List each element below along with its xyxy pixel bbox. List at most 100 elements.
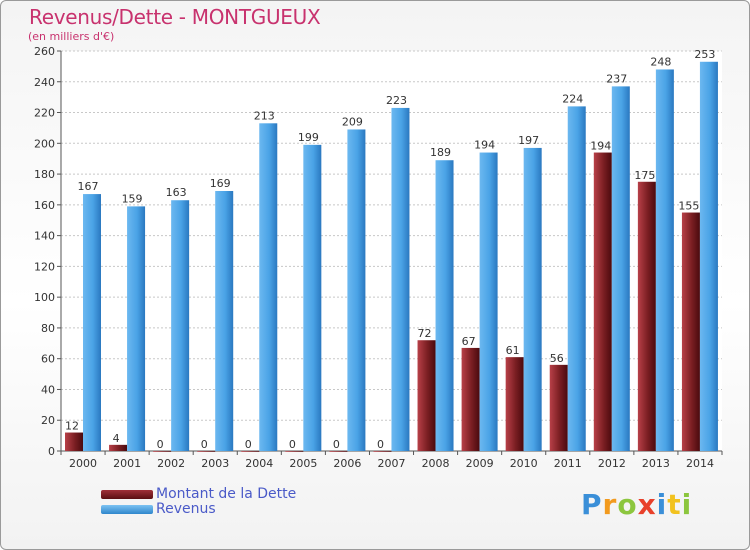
chart-title: Revenus/Dette - MONTGUEUX	[29, 5, 321, 29]
data-label-dette: 61	[506, 344, 520, 357]
bar-dette	[197, 451, 216, 452]
bar-revenus	[127, 206, 146, 451]
data-label-dette: 0	[245, 438, 252, 451]
bar-dette	[417, 340, 436, 451]
proxiti-logo: Proxiti	[581, 488, 692, 521]
logo-letter: i	[681, 488, 693, 521]
chart-subtitle: (en milliers d'€)	[28, 30, 115, 43]
bar-revenus	[215, 191, 234, 451]
data-label-revenus: 248	[650, 55, 671, 68]
x-tick-label: 2008	[422, 457, 450, 470]
data-label-revenus: 213	[254, 109, 275, 122]
data-label-revenus: 159	[122, 192, 143, 205]
bar-revenus	[435, 160, 454, 451]
y-tick-label: 160	[34, 199, 55, 212]
y-tick-label: 0	[48, 445, 55, 458]
bar-dette	[549, 364, 568, 451]
bar-revenus	[567, 106, 586, 451]
data-label-revenus: 253	[694, 48, 715, 61]
y-tick-label: 200	[34, 137, 55, 150]
logo-letter: P	[581, 488, 603, 521]
bar-revenus	[611, 86, 630, 451]
y-tick-label: 140	[34, 230, 55, 243]
bar-dette	[329, 451, 348, 452]
data-label-dette: 4	[113, 432, 120, 445]
data-label-dette: 56	[550, 352, 564, 365]
x-tick-label: 2012	[598, 457, 626, 470]
data-label-revenus: 167	[78, 180, 99, 193]
x-tick-label: 2006	[333, 457, 361, 470]
data-label-revenus: 189	[430, 146, 451, 159]
data-label-revenus: 209	[342, 115, 363, 128]
logo-letter: i	[656, 488, 668, 521]
logo-letter: o	[617, 488, 638, 521]
y-tick-label: 180	[34, 168, 55, 181]
bar-revenus	[171, 200, 190, 451]
y-tick-label: 100	[34, 291, 55, 304]
bar-revenus	[303, 144, 322, 451]
data-label-dette: 0	[377, 438, 384, 451]
x-tick-label: 2013	[642, 457, 670, 470]
bar-dette	[153, 451, 172, 452]
data-label-dette: 67	[462, 335, 476, 348]
bar-dette	[285, 451, 304, 452]
x-tick-label: 2002	[157, 457, 185, 470]
y-tick-label: 60	[41, 353, 55, 366]
data-label-revenus: 169	[210, 177, 231, 190]
data-label-dette: 0	[289, 438, 296, 451]
bar-revenus	[391, 107, 410, 451]
data-label-dette: 0	[201, 438, 208, 451]
bar-dette	[461, 347, 480, 451]
data-label-dette: 12	[65, 420, 79, 433]
x-tick-label: 2004	[245, 457, 273, 470]
bar-dette	[637, 181, 656, 451]
y-tick-label: 260	[34, 45, 55, 58]
data-label-dette: 194	[590, 140, 611, 153]
y-tick-label: 240	[34, 76, 55, 89]
x-tick-label: 2011	[554, 457, 582, 470]
data-label-revenus: 237	[606, 72, 627, 85]
bar-revenus	[523, 147, 542, 451]
y-tick-label: 20	[41, 414, 55, 427]
x-tick-label: 2005	[289, 457, 317, 470]
y-tick-label: 80	[41, 322, 55, 335]
bar-revenus	[479, 152, 498, 452]
x-tick-label: 2000	[69, 457, 97, 470]
legend-swatch-revenus	[101, 505, 153, 514]
x-tick-label: 2007	[378, 457, 406, 470]
data-label-revenus: 224	[562, 92, 583, 105]
bar-dette	[505, 357, 524, 451]
data-label-revenus: 199	[298, 131, 319, 144]
data-label-revenus: 197	[518, 134, 539, 147]
data-label-revenus: 194	[474, 139, 495, 152]
data-label-revenus: 223	[386, 94, 407, 107]
logo-letter: r	[602, 488, 618, 521]
legend-swatch-dette	[101, 490, 153, 499]
data-label-dette: 0	[157, 438, 164, 451]
data-label-dette: 175	[634, 169, 655, 182]
bar-revenus	[699, 61, 718, 452]
logo-letter: t	[667, 488, 682, 521]
bar-dette	[373, 451, 392, 452]
bar-dette	[109, 444, 128, 451]
bar-dette	[241, 451, 260, 452]
bar-dette	[593, 152, 612, 452]
y-tick-label: 120	[34, 260, 55, 273]
bar-revenus	[655, 69, 674, 451]
data-label-dette: 155	[678, 200, 699, 213]
legend-label-dette: Montant de la Dette	[156, 486, 297, 502]
x-tick-label: 2014	[686, 457, 714, 470]
bar-revenus	[259, 123, 278, 452]
x-tick-label: 2009	[466, 457, 494, 470]
bar-revenus	[347, 129, 366, 451]
data-label-dette: 72	[418, 327, 432, 340]
logo-letter: x	[637, 488, 657, 521]
data-label-dette: 0	[333, 438, 340, 451]
legend-label-revenus: Revenus	[156, 501, 216, 517]
x-tick-label: 2001	[113, 457, 141, 470]
data-label-revenus: 163	[166, 186, 187, 199]
x-tick-label: 2003	[201, 457, 229, 470]
bar-dette	[681, 212, 700, 451]
